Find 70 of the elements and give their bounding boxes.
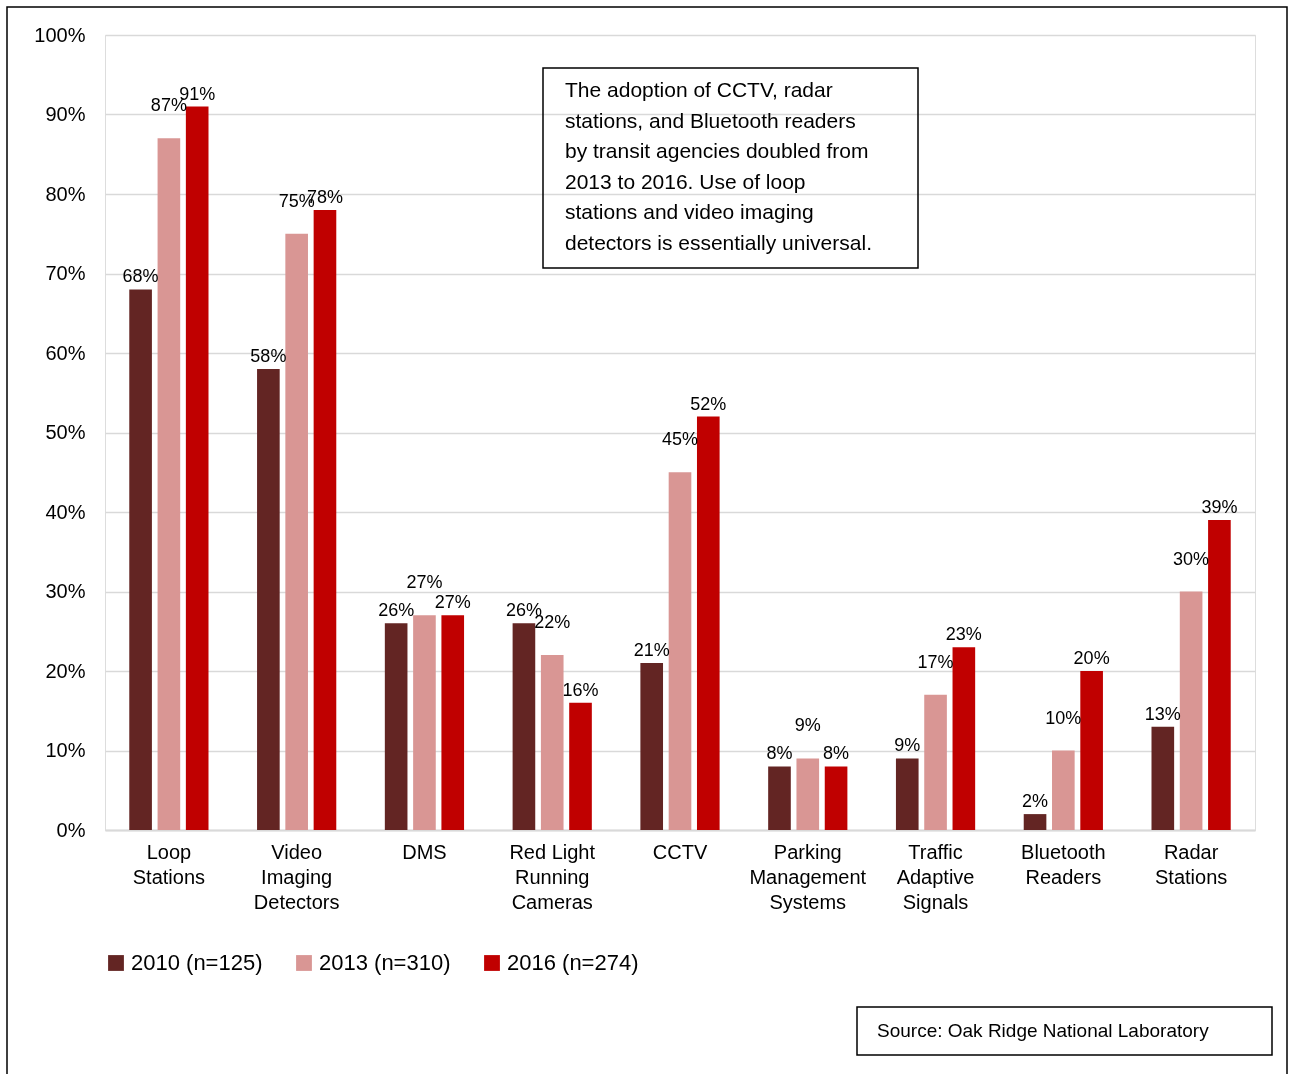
legend-label: 2013 (n=310) bbox=[319, 950, 451, 975]
data-label: 26% bbox=[378, 600, 415, 621]
bar bbox=[413, 615, 436, 830]
x-tick-label: Bluetooth Readers bbox=[1021, 840, 1106, 888]
bar bbox=[185, 106, 209, 830]
y-tick-label: 30% bbox=[45, 580, 86, 602]
y-tick-label: 80% bbox=[45, 182, 86, 205]
data-label: 58% bbox=[250, 345, 287, 366]
legend-label: 2010 (n=125) bbox=[131, 950, 263, 975]
bar bbox=[895, 758, 919, 830]
bar bbox=[129, 289, 152, 830]
data-label: 8% bbox=[823, 743, 850, 764]
data-label: 8% bbox=[766, 743, 793, 764]
x-tick-label: Parking Management Systems bbox=[749, 840, 867, 913]
data-label: 68% bbox=[122, 266, 159, 287]
data-label: 2% bbox=[1022, 791, 1049, 812]
x-tick-label: Traffic Adaptive Signals bbox=[896, 840, 975, 913]
y-tick-label: 90% bbox=[45, 103, 86, 125]
annotation: The adoption of CCTV, radar stations, and Bluetooth readers by transit agencies doubled from 2013 to 2016. Use of loop stations and video imaging detectors is essentially universal. bbox=[565, 78, 872, 254]
source-note: Source: Oak Ridge National Laboratory bbox=[877, 1020, 1210, 1041]
bar bbox=[257, 368, 280, 830]
y-tick-label: 10% bbox=[45, 739, 86, 761]
bar bbox=[157, 138, 181, 830]
x-tick-label: CCTV bbox=[652, 840, 708, 863]
data-label: 9% bbox=[894, 735, 921, 756]
bar bbox=[824, 766, 848, 830]
bar bbox=[285, 233, 308, 830]
data-label: 20% bbox=[1073, 648, 1110, 668]
bar bbox=[313, 209, 337, 830]
data-label: 9% bbox=[794, 715, 821, 736]
bar bbox=[569, 702, 592, 830]
y-tick-label: 60% bbox=[45, 341, 86, 364]
data-label: 52% bbox=[690, 393, 727, 414]
x-tick-label: DMS bbox=[402, 840, 447, 863]
data-label: 21% bbox=[633, 640, 670, 661]
data-label: 27% bbox=[406, 572, 443, 593]
bar bbox=[668, 472, 692, 830]
y-tick-label: 100% bbox=[34, 23, 86, 46]
data-label: 39% bbox=[1201, 496, 1238, 517]
bar bbox=[1208, 519, 1231, 830]
bar bbox=[1080, 671, 1103, 830]
bar bbox=[384, 623, 408, 830]
x-tick-label: Radar Stations bbox=[1154, 840, 1228, 888]
bar bbox=[696, 416, 720, 830]
bar bbox=[512, 623, 536, 830]
data-label: 13% bbox=[1144, 703, 1181, 724]
data-label: 23% bbox=[945, 624, 982, 645]
bar bbox=[1052, 750, 1075, 830]
bar bbox=[1151, 726, 1175, 830]
bar bbox=[768, 766, 791, 830]
bar bbox=[924, 694, 947, 830]
bar bbox=[540, 655, 564, 830]
bar bbox=[640, 663, 664, 830]
y-tick-label: 0% bbox=[56, 818, 86, 841]
data-label: 16% bbox=[562, 679, 599, 700]
y-tick-label: 20% bbox=[45, 659, 86, 682]
y-tick-label: 70% bbox=[45, 262, 86, 284]
x-tick-label: Video Imaging Detectors bbox=[253, 840, 340, 913]
legend-label: 2016 (n=274) bbox=[507, 950, 639, 975]
bar bbox=[1023, 814, 1047, 830]
bar bbox=[796, 758, 820, 830]
data-label: 27% bbox=[434, 592, 471, 613]
x-tick-label: Red Light Running Cameras bbox=[509, 840, 596, 913]
y-tick-label: 50% bbox=[45, 421, 86, 443]
bar bbox=[1179, 591, 1203, 830]
y-tick-label: 40% bbox=[45, 500, 86, 523]
bar bbox=[952, 647, 976, 830]
x-tick-label: Loop Stations bbox=[132, 840, 206, 888]
bar bbox=[441, 615, 465, 830]
data-label: 17% bbox=[917, 651, 954, 672]
